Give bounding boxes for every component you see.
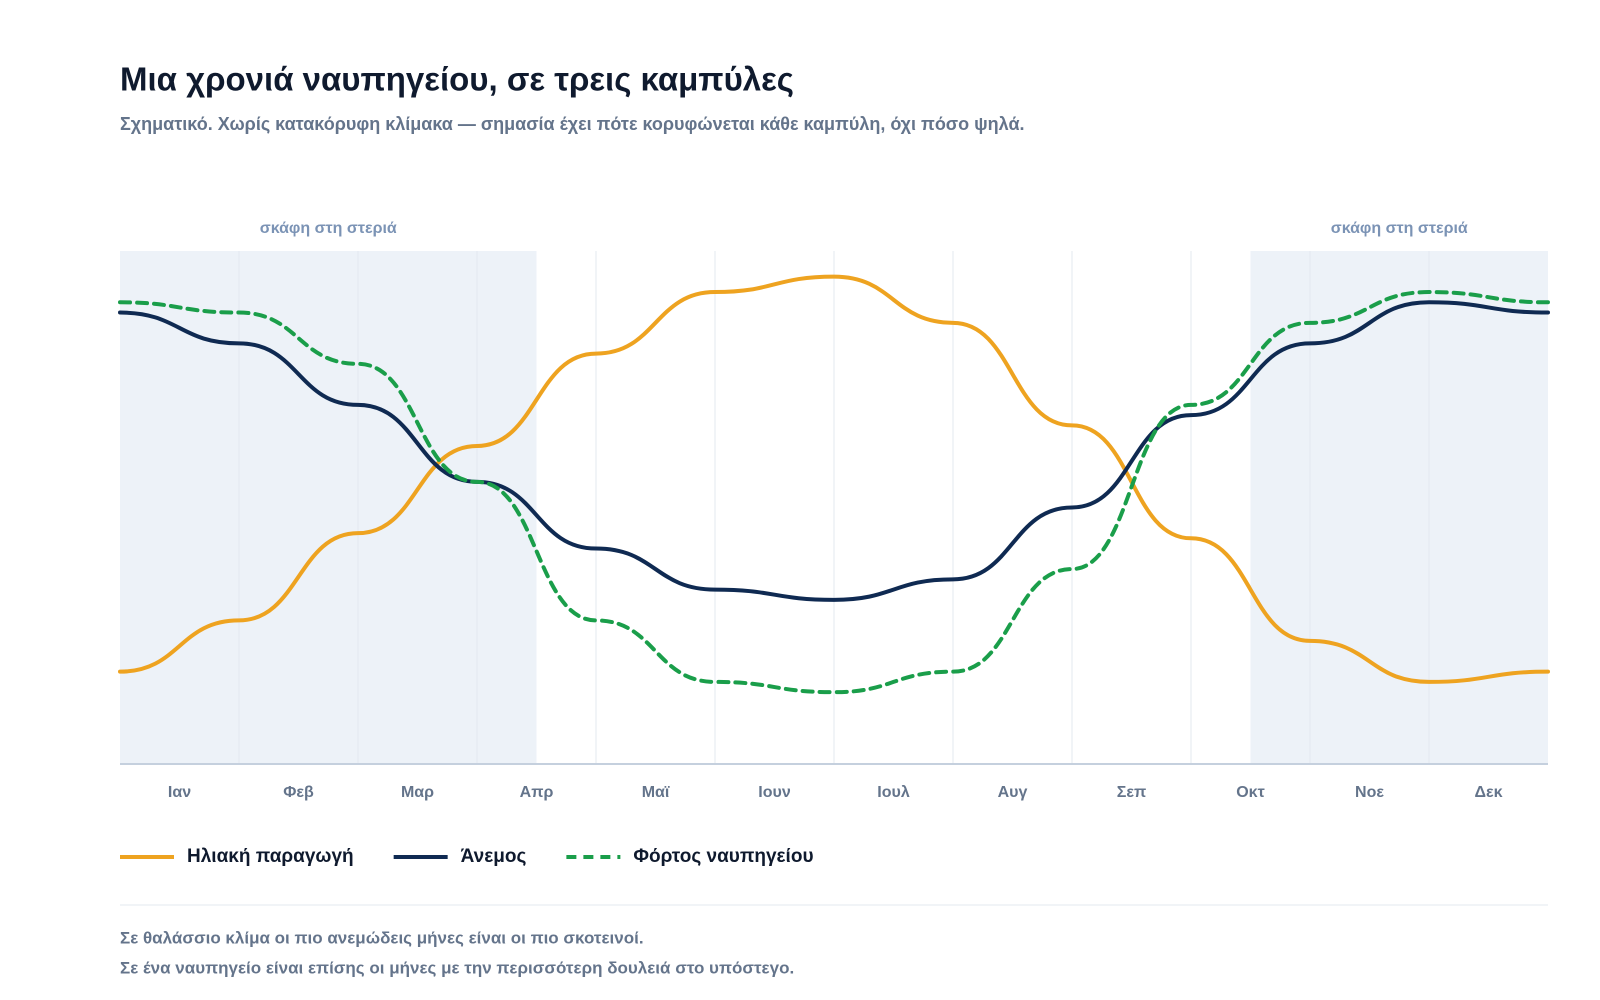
x-tick-label: Σεπ [1117, 784, 1146, 801]
x-tick-label: Μαρ [401, 784, 434, 801]
x-tick-label: Μαϊ [642, 784, 670, 801]
legend-label: Φόρτος ναυπηγείου [633, 846, 813, 867]
x-tick-label: Νοε [1355, 784, 1384, 801]
x-tick-label: Δεκ [1474, 784, 1502, 801]
x-tick-label: Φεβ [283, 784, 314, 801]
legend-label: Ηλιακή παραγωγή [187, 846, 354, 867]
x-tick-label: Αυγ [998, 784, 1028, 801]
offseason-band [120, 251, 537, 764]
x-tick-label: Οκτ [1236, 784, 1265, 801]
series-line [118, 274, 1550, 684]
band-label: σκάφη στη στεριά [260, 220, 397, 237]
footnote: Σε ένα ναυπηγείο είναι επίσης οι μήνες μ… [120, 958, 794, 977]
band-label: σκάφη στη στεριά [1331, 220, 1468, 237]
x-tick-label: Απρ [520, 784, 554, 801]
x-tick-label: Ιαν [168, 784, 191, 801]
offseason-band [1250, 251, 1548, 764]
x-tick-label: Ιουλ [877, 784, 910, 801]
series-line [118, 300, 1550, 602]
x-tick-label: Ιουν [758, 784, 791, 801]
legend-label: Άνεμος [461, 846, 527, 867]
series-line [118, 290, 1550, 695]
footnote: Σε θαλάσσιο κλίμα οι πιο ανεμώδεις μήνες… [120, 928, 644, 947]
chart-title: Μια χρονιά ναυπηγείου, σε τρεις καμπύλες [120, 61, 794, 98]
chart-subtitle: Σχηματικό. Χωρίς κατακόρυφη κλίμακα — ση… [120, 114, 1025, 134]
